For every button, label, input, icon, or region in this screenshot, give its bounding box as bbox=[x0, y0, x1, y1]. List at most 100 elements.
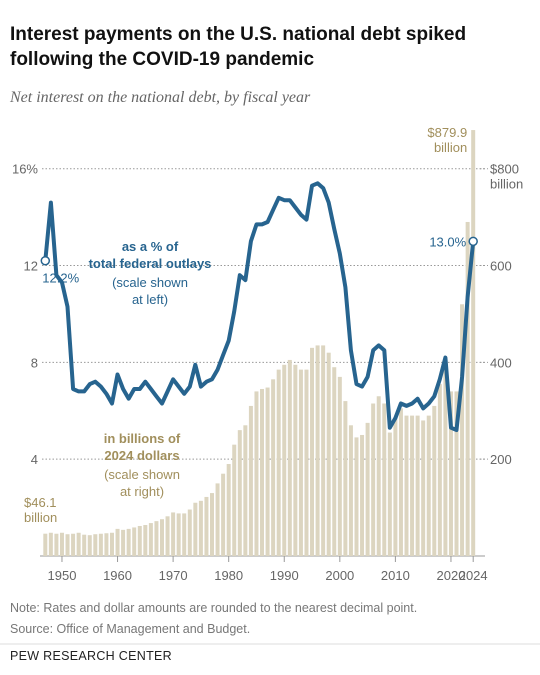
bar bbox=[248, 405, 253, 556]
bar bbox=[432, 405, 437, 556]
bar bbox=[171, 512, 176, 556]
bar bbox=[198, 500, 203, 556]
bar bbox=[465, 221, 470, 556]
bar bbox=[54, 533, 59, 556]
bar bbox=[276, 369, 281, 556]
bar bbox=[215, 483, 220, 556]
bar bbox=[376, 396, 381, 556]
legend-label: in billions of 2024 dollars bbox=[104, 431, 181, 463]
bar bbox=[98, 533, 103, 556]
subtitle: Net interest on the national debt, by fi… bbox=[9, 89, 311, 106]
bar bbox=[87, 535, 92, 556]
bar bbox=[326, 352, 331, 556]
legend-label: as a % of total federal outlays bbox=[89, 239, 212, 271]
bar bbox=[421, 420, 426, 556]
bar bbox=[371, 403, 376, 556]
bar bbox=[176, 513, 181, 556]
value-label: $46.1 billion bbox=[24, 495, 57, 525]
bar bbox=[193, 502, 198, 556]
value-label: 12.2% bbox=[42, 271, 79, 286]
bar bbox=[321, 345, 326, 556]
bar bbox=[387, 432, 392, 556]
bar bbox=[59, 532, 64, 556]
bar bbox=[48, 532, 53, 556]
bar bbox=[237, 430, 242, 556]
bar bbox=[109, 532, 114, 556]
x-tick-label: 2020 bbox=[437, 568, 466, 583]
x-tick-label: 1960 bbox=[103, 568, 132, 583]
legend-note: (scale shown at left) bbox=[112, 275, 188, 307]
bar bbox=[204, 496, 209, 556]
x-tick-label: 1980 bbox=[214, 568, 243, 583]
x-tick-label: 1970 bbox=[159, 568, 188, 583]
bar bbox=[354, 437, 359, 556]
bar bbox=[43, 533, 48, 556]
bar bbox=[365, 422, 370, 556]
bar bbox=[254, 391, 259, 556]
bar bbox=[332, 367, 337, 556]
y-tick-label: 16% bbox=[12, 162, 38, 177]
bar bbox=[210, 493, 215, 556]
bar bbox=[471, 130, 476, 557]
bar bbox=[104, 533, 109, 556]
bar bbox=[287, 359, 292, 556]
bar bbox=[293, 364, 298, 556]
bar bbox=[443, 369, 448, 556]
bar bbox=[182, 513, 187, 556]
bar bbox=[154, 521, 159, 556]
y2-tick-label: 600 bbox=[490, 259, 512, 274]
note: Source: Office of Management and Budget. bbox=[10, 622, 250, 636]
bar bbox=[137, 525, 142, 556]
bar bbox=[265, 387, 270, 556]
grid bbox=[42, 168, 488, 460]
source: PEW RESEARCH CENTER bbox=[10, 649, 172, 663]
bar bbox=[460, 304, 465, 556]
y2-tick-label: 400 bbox=[490, 355, 512, 370]
y2-tick-label: $800 billion bbox=[490, 162, 523, 192]
bar bbox=[115, 528, 120, 556]
bar bbox=[337, 376, 342, 556]
y-tick-label: 4 bbox=[31, 452, 38, 467]
point bbox=[40, 255, 51, 266]
y-tick-label: 12 bbox=[24, 259, 38, 274]
bar bbox=[315, 345, 320, 556]
bar bbox=[143, 525, 148, 556]
bar bbox=[360, 434, 365, 556]
bar bbox=[76, 532, 81, 556]
point bbox=[468, 236, 478, 247]
bar bbox=[282, 364, 287, 556]
x-tick-label: 2024 bbox=[459, 568, 488, 583]
bar bbox=[382, 403, 387, 556]
bar bbox=[343, 401, 348, 556]
legend-note: (scale shown at right) bbox=[104, 467, 180, 499]
bar bbox=[398, 408, 403, 556]
bar bbox=[226, 464, 231, 556]
bar bbox=[93, 534, 98, 556]
bar bbox=[404, 415, 409, 556]
bar bbox=[71, 533, 76, 556]
value-label: $879.9 billion bbox=[427, 125, 467, 155]
note: Note: Rates and dollar amounts are round… bbox=[10, 601, 417, 615]
bar bbox=[159, 519, 164, 556]
bar bbox=[187, 509, 192, 556]
bar bbox=[393, 418, 398, 556]
bar bbox=[448, 391, 453, 556]
bar bbox=[426, 415, 431, 556]
x-tick-label: 1950 bbox=[48, 568, 77, 583]
y-tick-label: 8 bbox=[31, 355, 38, 370]
line bbox=[43, 181, 476, 433]
bar bbox=[65, 534, 70, 556]
bar bbox=[410, 415, 415, 556]
x-tick-label: 1990 bbox=[270, 568, 299, 583]
y2-tick-label: 200 bbox=[490, 452, 512, 467]
bar bbox=[304, 369, 309, 556]
bar bbox=[454, 391, 459, 556]
bar bbox=[121, 529, 126, 556]
bar bbox=[271, 379, 276, 556]
bar bbox=[148, 523, 153, 556]
bar bbox=[310, 347, 315, 556]
bar bbox=[165, 516, 170, 556]
bar bbox=[348, 425, 353, 556]
bar bbox=[232, 444, 237, 556]
